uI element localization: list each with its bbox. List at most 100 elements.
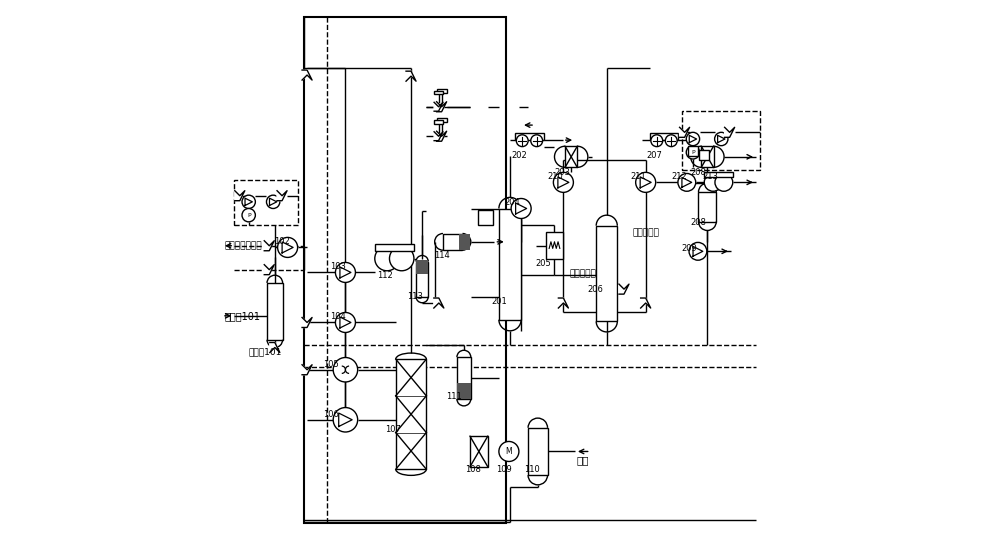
Text: 208: 208 [690,168,706,177]
Polygon shape [434,298,444,308]
Bar [416,260,428,274]
Text: 新氢: 新氢 [577,455,589,465]
Text: 102: 102 [274,237,289,246]
Text: 不合格油出装置: 不合格油出装置 [225,241,262,250]
Text: 209: 209 [681,244,697,252]
Text: P: P [247,213,251,217]
Circle shape [333,358,358,382]
Circle shape [333,408,358,432]
Bar [234,180,298,225]
Text: 207: 207 [647,151,663,160]
Text: 开工原料油: 开工原料油 [570,269,596,278]
Polygon shape [302,365,312,375]
Text: 205: 205 [535,259,551,267]
Text: 原料油101: 原料油101 [249,348,282,356]
Polygon shape [680,127,690,137]
Polygon shape [434,132,443,141]
Bar [701,146,714,167]
Circle shape [242,195,255,208]
Circle shape [335,312,355,332]
Bar [434,91,443,95]
Text: 108: 108 [465,465,481,474]
Bar [267,283,283,340]
Bar [682,111,760,170]
Polygon shape [264,265,274,275]
Text: P: P [691,150,695,155]
Circle shape [686,132,700,146]
Text: M: M [506,447,512,456]
Polygon shape [270,342,280,353]
Bar [396,359,426,469]
Text: 211: 211 [630,172,646,181]
Polygon shape [558,298,568,308]
Bar [596,226,617,321]
Bar [459,234,470,250]
Bar [515,133,544,140]
Circle shape [266,195,280,208]
Text: 213: 213 [702,172,718,181]
Text: 210: 210 [548,172,563,181]
Circle shape [511,198,531,219]
Bar [704,172,733,177]
Text: 107: 107 [385,425,401,434]
Circle shape [375,246,399,271]
Bar [457,384,471,399]
Bar [437,118,447,122]
Polygon shape [302,70,312,80]
Text: 112: 112 [377,271,393,280]
Bar [416,262,428,297]
Circle shape [678,173,696,191]
Polygon shape [641,298,651,308]
Circle shape [516,135,528,147]
Polygon shape [302,317,312,327]
Bar [688,146,698,156]
Circle shape [278,237,298,257]
Bar [565,146,577,167]
Text: 206: 206 [588,285,604,294]
Bar [443,234,462,250]
Bar [698,192,716,222]
Bar [699,150,709,160]
Bar [457,358,471,399]
Bar [528,428,548,475]
Polygon shape [406,71,416,81]
Text: 开工导热油: 开工导热油 [632,228,659,237]
Bar [499,208,521,320]
Bar [478,210,493,225]
Bar [434,120,443,124]
Circle shape [686,146,700,159]
Circle shape [715,132,728,146]
Text: 104: 104 [330,312,346,321]
Circle shape [665,135,677,147]
Polygon shape [725,127,735,137]
Text: 201: 201 [491,297,507,306]
Circle shape [531,135,543,147]
Text: 114: 114 [434,251,449,260]
Text: 105: 105 [323,360,339,369]
Text: 110: 110 [524,465,540,474]
Bar [546,232,563,259]
Bar [375,245,414,251]
Text: 202: 202 [512,151,527,160]
Text: 208: 208 [690,218,706,227]
Bar [650,133,678,140]
Text: 204: 204 [504,198,520,207]
Circle shape [499,441,519,461]
Polygon shape [277,191,287,201]
Polygon shape [235,191,245,201]
Circle shape [715,173,733,191]
Circle shape [651,135,663,147]
Text: 203: 203 [554,168,570,177]
Text: 103: 103 [330,262,346,271]
Text: 111: 111 [447,392,462,401]
Polygon shape [264,241,274,251]
Circle shape [242,208,255,222]
Polygon shape [619,284,629,294]
Circle shape [636,172,656,192]
Text: 原料油101: 原料油101 [225,311,261,321]
Text: 109: 109 [496,465,512,474]
Polygon shape [437,102,447,112]
Circle shape [704,173,722,191]
Bar [470,436,488,467]
Bar [437,89,447,93]
